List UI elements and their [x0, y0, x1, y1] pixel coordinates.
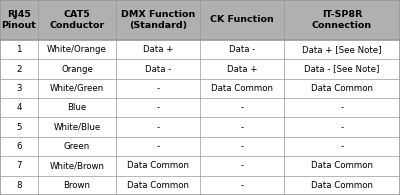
Text: RJ45
Pinout: RJ45 Pinout — [2, 10, 36, 30]
Bar — [284, 79, 400, 98]
Bar — [200, 156, 284, 176]
Text: Data +: Data + — [143, 45, 173, 54]
Bar — [200, 137, 284, 156]
Text: Data Common: Data Common — [127, 181, 189, 190]
Text: -: - — [240, 123, 244, 132]
Bar — [0, 0, 38, 40]
Text: -: - — [240, 142, 244, 151]
Text: Data Common: Data Common — [211, 84, 273, 93]
Bar — [116, 98, 200, 117]
Bar — [284, 117, 400, 137]
Bar — [38, 156, 116, 176]
Bar — [0, 40, 38, 59]
Bar — [38, 79, 116, 98]
Text: 3: 3 — [16, 84, 22, 93]
Text: 6: 6 — [16, 142, 22, 151]
Bar — [200, 176, 284, 195]
Bar — [116, 117, 200, 137]
Bar — [284, 59, 400, 79]
Text: White/Blue: White/Blue — [53, 123, 101, 132]
Text: 1: 1 — [16, 45, 22, 54]
Bar — [38, 176, 116, 195]
Text: -: - — [340, 103, 344, 112]
Bar — [0, 137, 38, 156]
Bar — [200, 117, 284, 137]
Bar — [38, 98, 116, 117]
Text: Data +: Data + — [227, 65, 257, 74]
Text: DMX Function
(Standard): DMX Function (Standard) — [121, 10, 195, 30]
Bar — [38, 137, 116, 156]
Bar — [38, 59, 116, 79]
Bar — [116, 40, 200, 59]
Text: 7: 7 — [16, 161, 22, 170]
Bar — [116, 156, 200, 176]
Bar — [200, 0, 284, 40]
Text: 2: 2 — [16, 65, 22, 74]
Text: Brown: Brown — [64, 181, 90, 190]
Bar — [284, 156, 400, 176]
Text: -: - — [156, 123, 160, 132]
Bar — [116, 0, 200, 40]
Text: Data + [See Note]: Data + [See Note] — [302, 45, 382, 54]
Text: CK Function: CK Function — [210, 15, 274, 25]
Bar — [0, 176, 38, 195]
Bar — [200, 98, 284, 117]
Text: CAT5
Conductor: CAT5 Conductor — [49, 10, 105, 30]
Bar — [284, 137, 400, 156]
Text: -: - — [240, 161, 244, 170]
Text: 4: 4 — [16, 103, 22, 112]
Text: -: - — [156, 142, 160, 151]
Bar — [200, 59, 284, 79]
Text: Data Common: Data Common — [311, 181, 373, 190]
Text: Orange: Orange — [61, 65, 93, 74]
Text: Data - [See Note]: Data - [See Note] — [304, 65, 380, 74]
Text: 8: 8 — [16, 181, 22, 190]
Bar — [116, 59, 200, 79]
Text: White/Brown: White/Brown — [50, 161, 104, 170]
Text: Data Common: Data Common — [127, 161, 189, 170]
Bar — [116, 137, 200, 156]
Text: Data Common: Data Common — [311, 84, 373, 93]
Bar — [284, 0, 400, 40]
Bar — [38, 40, 116, 59]
Text: -: - — [240, 181, 244, 190]
Bar — [0, 79, 38, 98]
Text: White/Green: White/Green — [50, 84, 104, 93]
Text: Data Common: Data Common — [311, 161, 373, 170]
Text: -: - — [156, 84, 160, 93]
Bar — [0, 98, 38, 117]
Text: -: - — [240, 103, 244, 112]
Text: Green: Green — [64, 142, 90, 151]
Text: -: - — [340, 142, 344, 151]
Bar — [200, 40, 284, 59]
Text: Data -: Data - — [145, 65, 171, 74]
Text: -: - — [156, 103, 160, 112]
Bar — [284, 176, 400, 195]
Text: Data -: Data - — [229, 45, 255, 54]
Bar — [0, 156, 38, 176]
Bar — [284, 98, 400, 117]
Text: White/Orange: White/Orange — [47, 45, 107, 54]
Text: IT-SP8R
Connection: IT-SP8R Connection — [312, 10, 372, 30]
Bar — [0, 117, 38, 137]
Bar — [38, 0, 116, 40]
Bar — [0, 59, 38, 79]
Bar — [200, 79, 284, 98]
Bar — [116, 176, 200, 195]
Bar — [284, 40, 400, 59]
Bar — [116, 79, 200, 98]
Text: -: - — [340, 123, 344, 132]
Text: 5: 5 — [16, 123, 22, 132]
Bar — [38, 117, 116, 137]
Text: Blue: Blue — [67, 103, 87, 112]
